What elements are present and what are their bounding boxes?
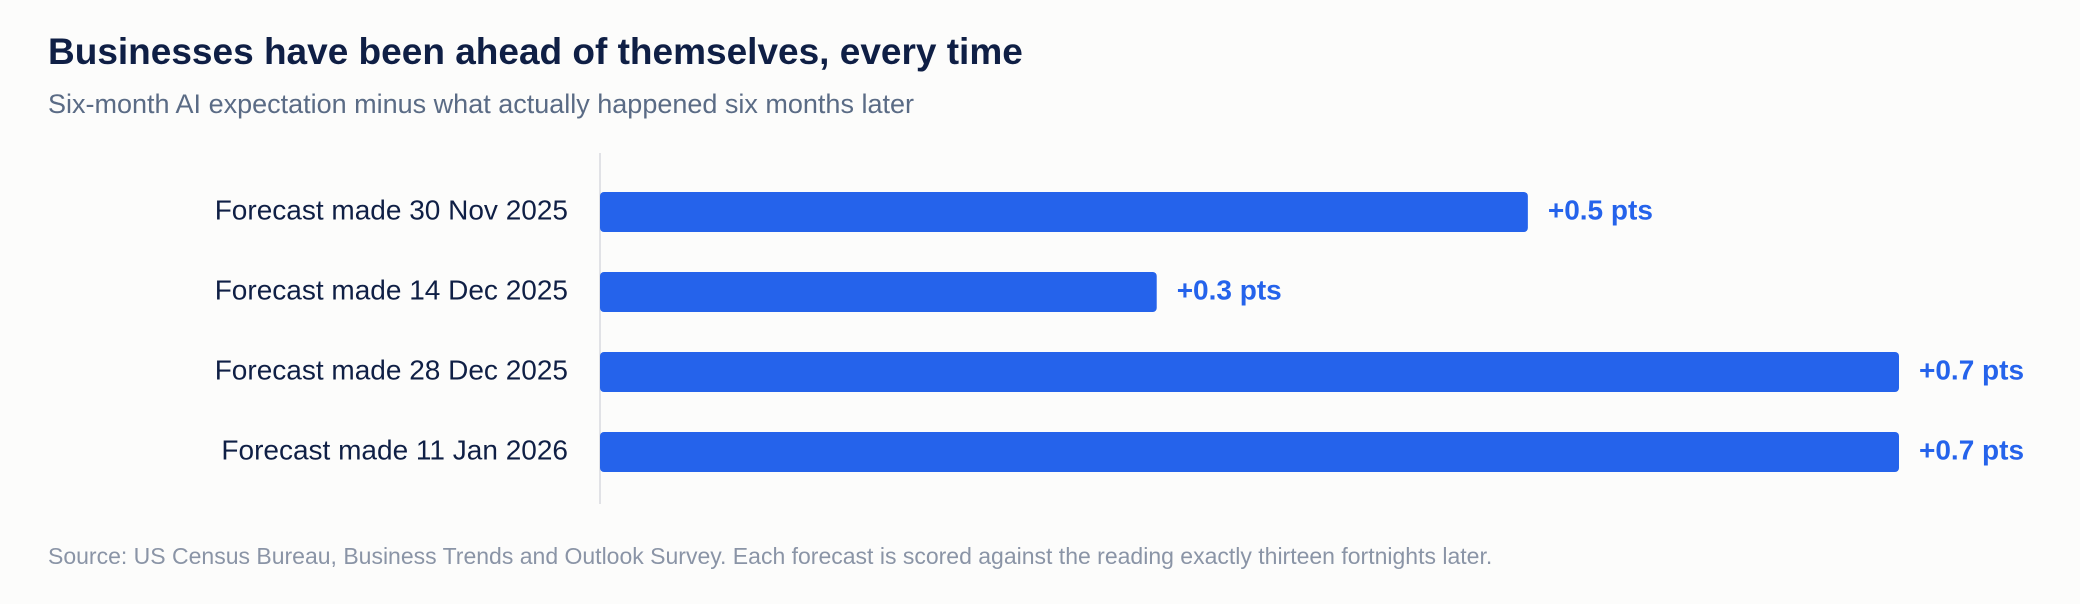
- value-label: +0.3 pts: [1177, 274, 1282, 305]
- chart-subtitle: Six-month AI expectation minus what actu…: [48, 89, 914, 119]
- value-label: +0.7 pts: [1919, 434, 2024, 465]
- bar: [600, 352, 1899, 392]
- bar: [600, 432, 1899, 472]
- bar: [600, 192, 1528, 232]
- chart-title: Businesses have been ahead of themselves…: [48, 31, 1023, 72]
- source-note: Source: US Census Bureau, Business Trend…: [48, 543, 1492, 569]
- value-label: +0.7 pts: [1919, 354, 2024, 385]
- category-label: Forecast made 14 Dec 2025: [215, 274, 568, 305]
- bar: [600, 272, 1157, 312]
- value-label: +0.5 pts: [1548, 194, 1653, 225]
- category-label: Forecast made 11 Jan 2026: [221, 434, 568, 465]
- category-label: Forecast made 30 Nov 2025: [215, 194, 568, 225]
- category-label: Forecast made 28 Dec 2025: [215, 354, 568, 385]
